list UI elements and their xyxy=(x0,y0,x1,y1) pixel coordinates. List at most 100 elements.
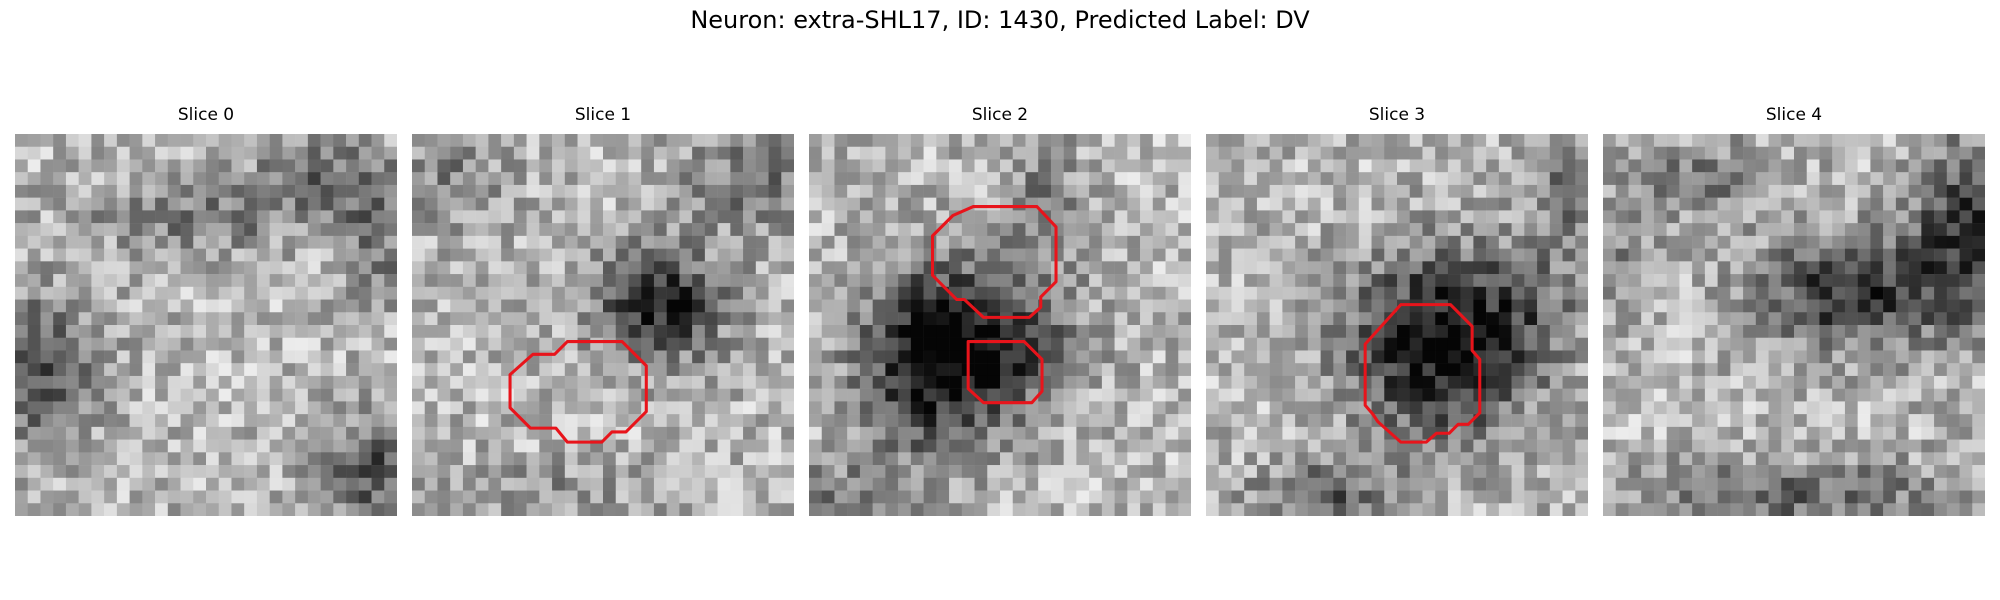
image-pixel xyxy=(859,375,873,389)
image-pixel xyxy=(1692,363,1706,377)
image-pixel xyxy=(847,350,861,364)
image-pixel xyxy=(1946,146,1960,160)
image-pixel xyxy=(603,337,616,351)
image-pixel xyxy=(307,388,321,402)
image-pixel xyxy=(1358,414,1372,428)
image-pixel xyxy=(1717,223,1731,237)
image-pixel xyxy=(590,363,604,377)
image-pixel xyxy=(1524,503,1538,516)
image-pixel xyxy=(384,503,397,516)
image-pixel xyxy=(641,210,655,224)
image-pixel xyxy=(1089,350,1103,364)
image-pixel xyxy=(628,210,642,224)
image-pixel xyxy=(526,388,540,402)
image-pixel xyxy=(936,414,950,428)
image-pixel xyxy=(1140,312,1154,326)
image-pixel xyxy=(1511,414,1525,428)
image-pixel xyxy=(615,172,629,186)
image-pixel xyxy=(1346,134,1360,147)
image-pixel xyxy=(1447,439,1461,453)
image-pixel xyxy=(885,312,899,326)
image-pixel xyxy=(1498,312,1512,326)
image-pixel xyxy=(1730,197,1744,211)
image-pixel xyxy=(1921,465,1935,479)
image-pixel xyxy=(1282,350,1296,364)
image-pixel xyxy=(104,146,118,160)
image-pixel xyxy=(730,350,744,364)
image-pixel xyxy=(1152,235,1166,249)
image-pixel xyxy=(1256,465,1270,479)
image-pixel xyxy=(1384,490,1398,504)
image-pixel xyxy=(704,325,718,338)
image-pixel xyxy=(628,248,642,262)
image-pixel xyxy=(142,159,156,173)
image-pixel xyxy=(1101,350,1115,364)
image-pixel xyxy=(615,248,629,262)
image-pixel xyxy=(450,350,464,364)
image-pixel xyxy=(206,235,219,249)
image-pixel xyxy=(1921,490,1935,504)
image-pixel xyxy=(1972,490,1985,504)
image-pixel xyxy=(307,490,321,504)
image-pixel xyxy=(1819,439,1833,453)
image-pixel xyxy=(346,184,360,198)
image-pixel xyxy=(358,388,372,402)
image-pixel xyxy=(653,465,667,479)
image-pixel xyxy=(1794,274,1807,288)
image-pixel xyxy=(704,312,718,326)
image-pixel xyxy=(269,299,283,313)
image-pixel xyxy=(1895,248,1909,262)
image-pixel xyxy=(898,388,912,402)
image-pixel xyxy=(704,274,718,288)
image-pixel xyxy=(1781,452,1795,466)
image-pixel xyxy=(949,503,963,516)
image-pixel xyxy=(206,261,219,275)
image-pixel xyxy=(872,363,886,377)
image-pixel xyxy=(872,261,886,275)
image-pixel xyxy=(206,490,219,504)
image-pixel xyxy=(475,439,489,453)
image-pixel xyxy=(743,159,757,173)
image-pixel xyxy=(244,184,258,198)
image-pixel xyxy=(809,299,822,313)
image-pixel xyxy=(1447,248,1461,262)
image-pixel xyxy=(847,439,861,453)
image-pixel xyxy=(1883,146,1897,160)
image-pixel xyxy=(333,223,347,237)
image-pixel xyxy=(1717,414,1731,428)
image-pixel xyxy=(501,388,515,402)
image-pixel xyxy=(1603,210,1616,224)
image-pixel xyxy=(1575,172,1588,186)
image-pixel xyxy=(1679,503,1693,516)
image-pixel xyxy=(1641,134,1655,147)
image-pixel xyxy=(552,248,566,262)
image-pixel xyxy=(1628,210,1642,224)
image-pixel xyxy=(307,350,321,364)
image-pixel xyxy=(53,388,67,402)
image-pixel xyxy=(167,261,181,275)
image-pixel xyxy=(462,223,476,237)
image-pixel xyxy=(1666,235,1680,249)
image-pixel xyxy=(412,210,425,224)
image-pixel xyxy=(180,146,194,160)
image-pixel xyxy=(1346,197,1360,211)
image-pixel xyxy=(1295,261,1309,275)
image-pixel xyxy=(1679,325,1693,338)
image-pixel xyxy=(1231,388,1245,402)
image-pixel xyxy=(821,312,835,326)
image-pixel xyxy=(1447,465,1461,479)
image-pixel xyxy=(320,172,334,186)
image-pixel xyxy=(1358,172,1372,186)
image-pixel xyxy=(295,146,309,160)
image-pixel xyxy=(1844,159,1858,173)
image-pixel xyxy=(450,299,464,313)
image-pixel xyxy=(1063,350,1077,364)
image-pixel xyxy=(1641,248,1655,262)
image-pixel xyxy=(1615,286,1629,300)
image-pixel xyxy=(653,274,667,288)
image-pixel xyxy=(781,375,794,389)
image-pixel xyxy=(424,286,438,300)
image-pixel xyxy=(1498,146,1512,160)
image-pixel xyxy=(615,146,629,160)
image-pixel xyxy=(167,134,181,147)
